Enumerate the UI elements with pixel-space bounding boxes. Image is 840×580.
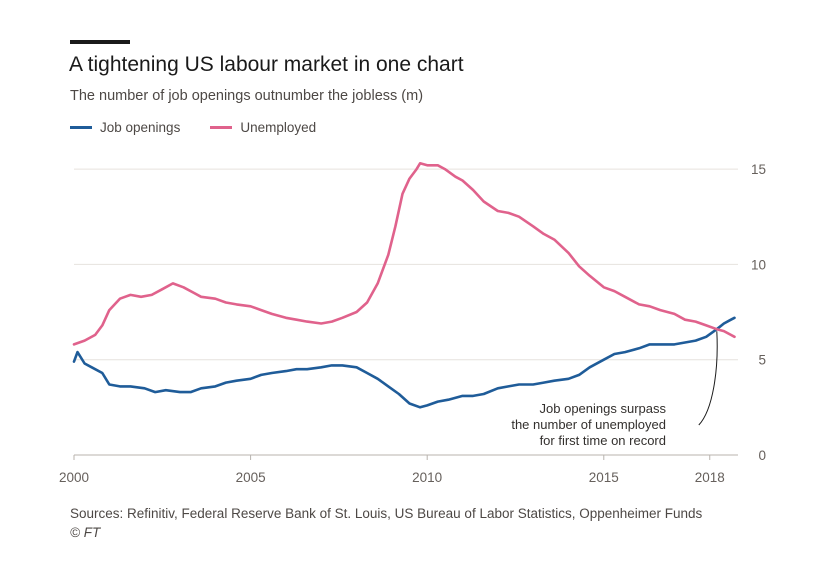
annotation-text-line: Job openings surpass	[540, 401, 667, 416]
series-line-unemployed	[72, 162, 736, 346]
x-tick-label: 2000	[59, 470, 89, 485]
legend-label-unemployed: Unemployed	[240, 120, 317, 135]
legend-swatch-job-openings	[70, 126, 92, 129]
chart-title: A tightening US labour market in one cha…	[69, 53, 464, 76]
x-tick-label: 2018	[695, 470, 725, 485]
y-tick-label: 5	[758, 353, 766, 368]
legend-item-unemployed: Unemployed	[210, 120, 316, 135]
y-tick-label: 10	[751, 257, 766, 272]
ft-brand-bar	[70, 40, 130, 44]
source-note: Sources: Refinitiv, Federal Reserve Bank…	[70, 506, 703, 521]
credit-note: © FT	[70, 525, 101, 540]
chart-subtitle: The number of job openings outnumber the…	[70, 88, 424, 104]
legend-swatch-unemployed	[210, 126, 233, 129]
x-tick-label: 2015	[589, 470, 619, 485]
x-tick-label: 2010	[412, 470, 442, 485]
y-tick-label: 0	[758, 448, 766, 463]
legend-label-job-openings: Job openings	[100, 120, 181, 135]
x-tick-label: 2005	[236, 470, 266, 485]
annotation-text-line: for first time on record	[540, 433, 666, 448]
annotation-connector	[698, 331, 718, 426]
legend-item-job-openings: Job openings	[70, 120, 180, 135]
y-tick-label: 15	[751, 162, 766, 177]
annotation-text-line: the number of unemployed	[511, 417, 666, 432]
legend: Job openings Unemployed	[70, 120, 346, 135]
series-line-job-openings	[72, 316, 736, 409]
